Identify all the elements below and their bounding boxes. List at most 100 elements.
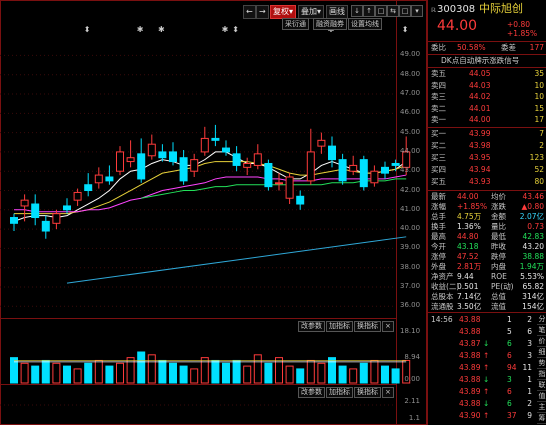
overlay-button[interactable]: 叠加▾ — [298, 5, 325, 19]
nav-left-button[interactable]: ← — [243, 5, 256, 19]
candle — [147, 143, 156, 157]
macd-change-indicator-button[interactable]: 换指标 — [354, 387, 381, 398]
stat-value: 47.52 — [457, 252, 479, 261]
stat-label: 换手 — [431, 222, 446, 231]
restore-label: 复权 — [273, 7, 289, 16]
tick-row: 43.90 ↑ 37 9 — [431, 411, 544, 421]
stat-value: 2.07亿 — [519, 212, 544, 221]
stat-value: 0.73 — [527, 222, 544, 231]
stat-label: 最新 — [431, 192, 446, 201]
candle — [200, 137, 209, 153]
stat-value: ▲0.80 — [521, 202, 544, 211]
vol-tick: 18.10 — [400, 327, 421, 335]
scroll-up-icon[interactable]: ↑ — [363, 5, 375, 17]
volume-bar — [94, 359, 103, 384]
panel-tab[interactable]: 细 — [537, 348, 546, 358]
stat-label: 流值 — [491, 302, 506, 311]
order-price: 44.02 — [469, 92, 491, 101]
scroll-down-icon[interactable]: ↓ — [351, 5, 363, 17]
candle — [31, 203, 40, 219]
event-marker: ⬍ — [402, 25, 409, 34]
volume-bar — [306, 359, 315, 384]
candle — [169, 151, 177, 163]
ma-settings-button[interactable]: 设置均线 — [348, 18, 382, 30]
panel-tab[interactable]: 价 — [537, 337, 546, 347]
stat-label: 总值 — [491, 292, 506, 301]
panel-tab[interactable]: 筹 — [537, 414, 546, 424]
tick-row: 43.88 5 6 — [431, 327, 544, 337]
stat-value: 7.14亿 — [457, 292, 482, 301]
panel-tab[interactable]: 指 — [537, 370, 546, 380]
caiyantong-button[interactable]: 采衍通 — [282, 18, 309, 30]
candle — [52, 213, 61, 224]
stat-label: 外盘 — [431, 262, 446, 271]
order-label: 卖五 — [431, 69, 446, 78]
panel-tab[interactable]: 笔 — [537, 326, 546, 336]
tick-row: 43.88 ↑ 6 3 — [431, 351, 544, 361]
change-pct: +1.85% — [507, 29, 538, 38]
tick-price: 43.90 — [459, 411, 481, 420]
tick-count: 9 — [527, 411, 532, 420]
stat-label: 均价 — [491, 192, 506, 201]
buy-order-row: 买三 43.95 123 — [431, 153, 544, 163]
order-volume: 17 — [534, 115, 544, 124]
tick-arrow: ↑ — [483, 363, 490, 372]
tick-arrow: ↓ — [483, 339, 490, 348]
panel-tab[interactable]: 主 — [537, 403, 546, 413]
nav-right-button[interactable]: → — [256, 5, 269, 19]
vol-tick: 0.00 — [404, 375, 420, 383]
volume-bar — [222, 362, 230, 384]
stock-code: 300308 — [437, 4, 476, 15]
volume-bar — [73, 368, 82, 384]
buy-order-row: 买四 43.94 52 — [431, 165, 544, 175]
draw-line-button[interactable]: 画线 — [326, 5, 348, 19]
close-icon[interactable]: × — [382, 387, 394, 398]
order-price: 43.94 — [469, 165, 491, 174]
stat-label: 涨幅 — [431, 202, 446, 211]
macd-edit-params-button[interactable]: 改参数 — [298, 387, 325, 398]
vol-edit-params-button[interactable]: 改参数 — [298, 321, 325, 332]
stat-value: +1.85% — [457, 202, 488, 211]
panel-tab[interactable]: 联 — [537, 381, 546, 391]
macd-add-indicator-button[interactable]: 加指标 — [326, 387, 353, 398]
vol-change-indicator-button[interactable]: 换指标 — [354, 321, 381, 332]
stat-value: 43.46 — [522, 192, 544, 201]
price-tick: 48.00 — [400, 69, 421, 78]
swap-icon[interactable]: ⇆ — [387, 5, 399, 17]
buy-order-row: 买二 43.98 2 — [431, 141, 544, 151]
restore-rights-button[interactable]: 复权▾ — [270, 5, 297, 19]
volume-bar — [232, 359, 241, 384]
stat-label: ROE — [491, 272, 507, 281]
candle — [179, 157, 188, 182]
promo-link[interactable]: DK点自动牌示涨跌信号 — [431, 56, 544, 66]
kline-chart[interactable]: ⬍✱✱✱⬍✱⬍✱ — [0, 0, 427, 425]
buy-order-row: 买一 43.99 7 — [431, 129, 544, 139]
macd-tick: 2.11 — [404, 397, 420, 405]
maximize-icon[interactable]: □ — [399, 5, 411, 17]
volume-bar — [275, 357, 283, 384]
tick-volume: 6 — [507, 399, 512, 408]
panel-tab[interactable]: 值 — [537, 392, 546, 402]
vol-add-indicator-button[interactable]: 加指标 — [326, 321, 353, 332]
price-tick: 39.00 — [400, 243, 421, 252]
tick-count: 3 — [527, 339, 532, 348]
stat-value: 65.82 — [522, 282, 544, 291]
candle — [63, 205, 71, 211]
stat-label: 净资产 — [431, 272, 454, 281]
tick-volume: 6 — [507, 351, 512, 360]
stat-label: 总手 — [431, 212, 446, 221]
stat-row: 今开 43.18 昨收 43.20 — [431, 242, 544, 252]
stat-value: 42.83 — [522, 232, 544, 241]
ratio-label: 委比 — [431, 43, 446, 52]
order-label: 买一 — [431, 129, 446, 138]
panel-tab[interactable]: 分 — [537, 315, 546, 325]
stat-row: 收益(二) 0.501 PE(动) 65.82 — [431, 282, 544, 292]
order-label: 买三 — [431, 153, 446, 162]
window-icon[interactable]: □ — [375, 5, 387, 17]
panel-tab[interactable]: 势 — [537, 359, 546, 369]
ma-line-3 — [14, 174, 407, 213]
close-icon[interactable]: × — [382, 321, 394, 332]
margin-trading-button[interactable]: 融资融券 — [313, 18, 347, 30]
quote-panel: ℝ 300308 中际旭创 44.00 +0.80 +1.85% 委比 50.5… — [427, 0, 546, 425]
menu-icon[interactable]: ▾ — [411, 5, 423, 17]
